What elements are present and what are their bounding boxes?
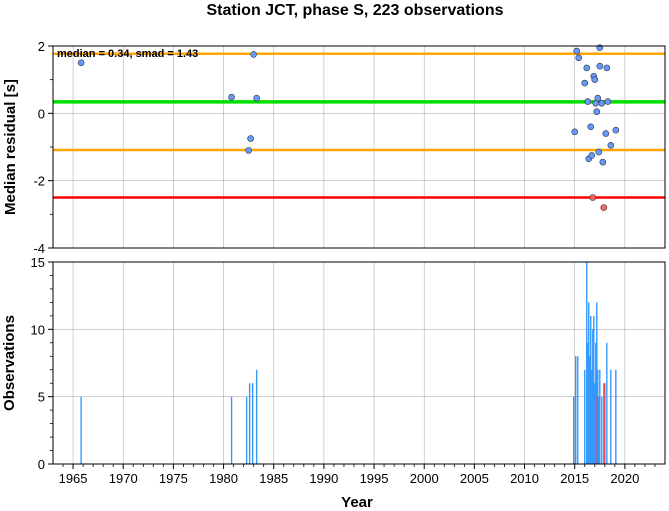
stats-annotation: median = 0.34, smad = 1.43 — [57, 48, 198, 60]
x-tick-label: 1990 — [309, 471, 338, 486]
residual-point — [604, 98, 612, 105]
y-tick-label: -2 — [33, 174, 45, 189]
x-tick-label: 1985 — [259, 471, 288, 486]
x-tick-label: 2005 — [460, 471, 489, 486]
residual-point — [612, 126, 620, 134]
residual-point — [602, 130, 610, 137]
residual-point — [588, 152, 596, 159]
residual-point — [587, 123, 595, 131]
residual-y-ticks: 2 0 -2 -4 — [33, 39, 53, 256]
residual-point — [591, 76, 599, 83]
x-tick-label: 2015 — [560, 471, 589, 486]
x-tick-label: 1980 — [209, 471, 238, 486]
y-tick-label: 15 — [31, 255, 45, 270]
residual-point — [573, 47, 581, 55]
y-tick-label: -4 — [33, 241, 45, 256]
residual-point — [253, 94, 260, 102]
residual-panel: 2 0 -2 -4 median = 0.34, smad = 1.43 Median… — [2, 39, 666, 256]
residual-point — [247, 135, 254, 142]
y-tick-label: 0 — [38, 457, 45, 472]
reference-lines — [53, 52, 665, 199]
y-tick-label: 2 — [38, 39, 45, 54]
residual-point — [245, 147, 252, 154]
rejected-point — [589, 194, 597, 201]
x-tick-label: 1970 — [109, 471, 138, 486]
residual-grid — [53, 45, 665, 249]
chart-title: Station JCT, phase S, 223 observations — [207, 2, 504, 19]
x-tick-label: 2000 — [410, 471, 439, 486]
residual-point — [77, 59, 85, 67]
x-tick-label: 1975 — [159, 471, 188, 486]
residual-point — [594, 94, 602, 102]
residual-frame — [52, 45, 666, 249]
residual-point — [603, 64, 611, 72]
residual-y-label: Median residual [s] — [2, 79, 19, 215]
observations-panel: 15 10 5 0 1965 1970 1975 1980 1985 1990 1995 2000 2… — [1, 255, 666, 511]
y-tick-label: 0 — [38, 106, 45, 121]
residual-point — [583, 64, 591, 72]
residual-point — [571, 128, 579, 136]
y-tick-label: 5 — [38, 390, 45, 405]
rejected-point — [600, 204, 608, 211]
residual-point — [228, 93, 235, 101]
observations-y-ticks: 15 10 5 0 — [31, 255, 53, 472]
x-tick-label: 2020 — [610, 471, 639, 486]
x-tick-label: 1995 — [360, 471, 389, 486]
residual-points — [77, 44, 620, 211]
residual-point — [598, 99, 606, 107]
residual-point — [581, 79, 589, 87]
residual-point — [584, 98, 592, 105]
residual-point — [575, 54, 583, 62]
year-x-label: Year — [341, 494, 373, 511]
x-tick-label: 2010 — [510, 471, 539, 486]
residual-point — [599, 158, 607, 166]
residual-point — [607, 142, 615, 149]
residual-point — [596, 62, 604, 70]
year-x-ticks: 1965 1970 1975 1980 1985 1990 1995 2000 2005 2010… — [59, 464, 656, 486]
observations-y-label: Observations — [1, 315, 18, 411]
residual-point — [250, 51, 257, 58]
y-tick-label: 10 — [31, 322, 45, 337]
residual-point — [595, 148, 603, 156]
x-tick-label: 1965 — [59, 471, 88, 486]
observations-frame — [52, 261, 666, 465]
observations-bars — [80, 262, 617, 464]
observations-grid — [53, 261, 665, 465]
residual-point — [593, 108, 601, 115]
